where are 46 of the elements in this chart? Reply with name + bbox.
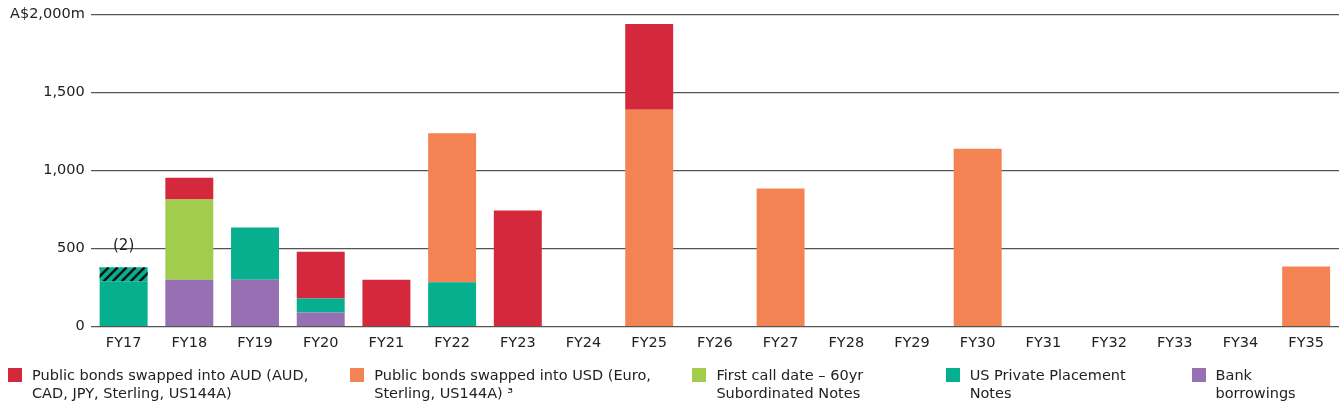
bar: [231, 279, 279, 326]
bar: [165, 177, 214, 200]
bar: [296, 312, 345, 326]
x-tick-label: FY26: [697, 334, 733, 351]
bar: [165, 199, 214, 280]
y-tick-label: 1,500: [43, 83, 85, 100]
bar: [1282, 266, 1331, 326]
x-tick-label: FY19: [237, 334, 273, 351]
bar: [296, 298, 345, 313]
x-tick-label: FY22: [434, 334, 470, 351]
x-tick-label: FY30: [959, 334, 996, 351]
legend-label: Bank borrowings: [1215, 366, 1297, 402]
bar: [493, 210, 542, 326]
bar: [428, 133, 477, 283]
x-tick-label: FY23: [499, 334, 536, 351]
x-tick-label: FY34: [1222, 334, 1259, 351]
bar: [296, 251, 345, 299]
y-tick-label: 1,000: [43, 161, 85, 178]
x-tick-label: FY32: [1091, 334, 1127, 351]
x-tick-label: FY18: [171, 334, 208, 351]
bar: [953, 148, 1002, 326]
bar: [625, 109, 674, 326]
legend-label: US Private Placement Notes: [969, 366, 1127, 402]
x-tick-label: FY35: [1288, 334, 1324, 351]
x-tick-label: FY27: [762, 334, 799, 351]
x-tick-label: FY28: [828, 334, 865, 351]
legend-label: First call date – 60yr Subordinated Notes: [716, 366, 865, 402]
x-tick-label: FY17: [105, 334, 142, 351]
bar: [428, 282, 477, 326]
x-tick-label: FY33: [1156, 334, 1193, 351]
bar: [625, 24, 674, 110]
x-tick-label: FY21: [368, 334, 405, 351]
x-tick-label: FY24: [565, 334, 602, 351]
legend-label: Public bonds swapped into AUD (AUD, CAD, JPY, Sterling, US144A): [32, 366, 310, 402]
legend-label: Public bonds swapped into USD (Euro, Sterling, US144A) ³: [374, 366, 652, 402]
y-tick-label: 0: [75, 317, 85, 334]
bar: [362, 279, 411, 326]
y-tick-label: A$2,000m: [10, 5, 85, 22]
bar: [231, 227, 279, 280]
x-tick-label: FY31: [1025, 334, 1062, 351]
x-tick-label: FY20: [302, 334, 339, 351]
y-tick-label: 500: [57, 239, 85, 256]
bar: [756, 188, 805, 326]
x-tick-label: FY29: [894, 334, 930, 351]
bar: [165, 279, 214, 326]
x-tick-label: FY25: [631, 334, 668, 351]
